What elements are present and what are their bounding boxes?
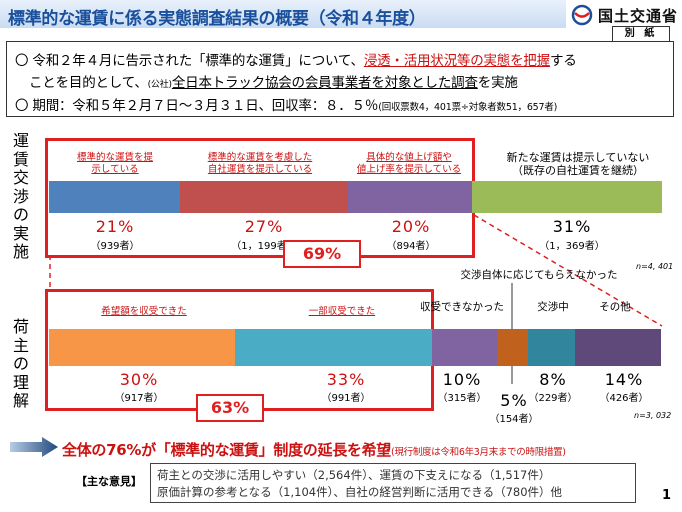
section2-count-2: （991者） [321,393,371,404]
section2-sample-size: n=3, 032 [634,411,672,420]
title-bar [0,0,566,28]
section2-count-4: （154者） [489,414,539,425]
section1-total-badge: 69% [283,240,361,268]
section2-label-4: 交渉自体に応じてもらえなかった [460,269,618,281]
section2-pct-3: 10% [442,370,482,389]
section1-label-1: 標準的な運賃を提 示している [76,152,153,175]
info-line-3-text: 〇 期間：令和５年２月７日～３月３１日、回収率：８．５％ [15,98,379,114]
section2-pct-4: 5% [500,391,528,410]
conclusion-note: (現行制度は令和6年3月末までの時限措置) [391,447,566,458]
info-line-2-text: ことを目的として、 [29,75,148,91]
conclusion-text: 全体の76%が「標準的な運賃」制度の延長を希望(現行制度は令和6年3月末までの時… [62,439,566,460]
info-line-1-text: 〇 令和２年４月に告示された「標準的な運賃」について、 [15,53,364,69]
section1-count-1: （939者） [90,241,140,252]
opinion-label: 【主な意見】 [76,475,142,488]
section1-side-label: 運賃交渉の実施 [12,131,29,261]
ministry-name: 国土交通省 [598,7,679,25]
section1-pct-2: 27% [244,217,284,236]
info-line-1: 〇 令和２年４月に告示された「標準的な運賃」について、浸透・活用状況等の実態を把… [15,49,577,69]
opinion-line-1: 荷主との交渉に活用しやすい（2,564件）、運賃の下支えになる（1,517件） [157,468,551,482]
section2-bar-segment-2 [235,329,432,366]
section2-count-1: （917者） [114,393,164,404]
section1-pct-4: 31% [552,217,592,236]
section1-count-4: （1，369者） [539,241,605,252]
info-line-1-end: する [550,53,577,69]
section2-bar-segment-1 [49,329,235,366]
section2-pct-5: 8% [539,370,567,389]
section1-bar-segment-3 [348,181,472,213]
section1-bar-segment-1 [49,181,180,213]
page-number: 1 [662,488,672,503]
section1-pct-1: 21% [95,217,135,236]
arrow-right-icon [10,437,58,457]
opinion-line-2: 原価計算の参考となる（1,104件）、自社の経営判断に活用できる（780件）他 [157,485,563,499]
section2-total-badge: 63% [196,394,264,422]
info-line-2-end: を実施 [477,75,518,91]
section2-label-2: 一部収受できた [308,306,376,317]
page-title: 標準的な運賃に係る実態調査結果の概要（令和４年度） [8,9,426,29]
section1-label-4: 新たな運賃は提示していない （既存の自社運賃を継続） [506,151,650,177]
conclusion-main: 全体の76%が「標準的な運賃」制度の延長を希望 [62,441,392,459]
section1-label-2: 標準的な運賃を考慮した 自社運賃を提示している [207,152,313,175]
section2-pct-1: 30% [119,370,159,389]
info-line-3-note: (回収票数4，401票÷対象者数51，657者) [378,102,558,113]
info-line-1-highlight: 浸透・活用状況等の実態を把握 [363,53,551,69]
info-line-2-prefix: (公社) [147,80,172,90]
info-line-2: ことを目的として、(公社)全日本トラック協会の会員事業者を対象とした調査を実施 [29,71,518,91]
section2-label-1: 希望額を収受できた [101,306,187,317]
section2-bar-segment-6 [575,329,661,366]
section1-bar-segment-2 [180,181,348,213]
section2-bar-segment-5 [528,329,575,366]
section2-bar-segment-4 [497,329,528,366]
info-line-3: 〇 期間：令和５年２月７日～３月３１日、回収率：８．５％(回収票数4，401票÷… [15,94,557,114]
section2-count-3: （315者） [437,393,487,404]
survey-info-box: 〇 令和２年４月に告示された「標準的な運賃」について、浸透・活用状況等の実態を把… [6,41,674,117]
section1-count-2: （1，199者） [231,241,297,252]
section2-pct-6: 14% [604,370,644,389]
section2-label-6: その他 [599,301,631,313]
section2-count-6: （426者） [599,393,649,404]
section2-side-label: 荷主の理解 [12,317,29,410]
opinion-box: 荷主との交渉に活用しやすい（2,564件）、運賃の下支えになる（1,517件） … [150,463,636,503]
section1-label-3: 具体的な値上げ額や 値上げ率を提示している [356,152,462,175]
section2-bar-segment-3 [432,329,497,366]
section1-sample-size: n=4, 401 [636,262,674,271]
info-line-2-highlight: 全日本トラック協会の会員事業者を対象とした調査 [171,75,478,91]
section2-pct-2: 33% [326,370,366,389]
section2-label-3: 収受できなかった [420,301,504,313]
section2-label-5: 交渉中 [537,301,569,313]
section1-pct-3: 20% [391,217,431,236]
ministry-logo-icon [571,4,593,26]
section1-bar-segment-4 [472,181,662,213]
section1-count-3: （894者） [386,241,436,252]
section2-count-5: （229者） [528,393,578,404]
